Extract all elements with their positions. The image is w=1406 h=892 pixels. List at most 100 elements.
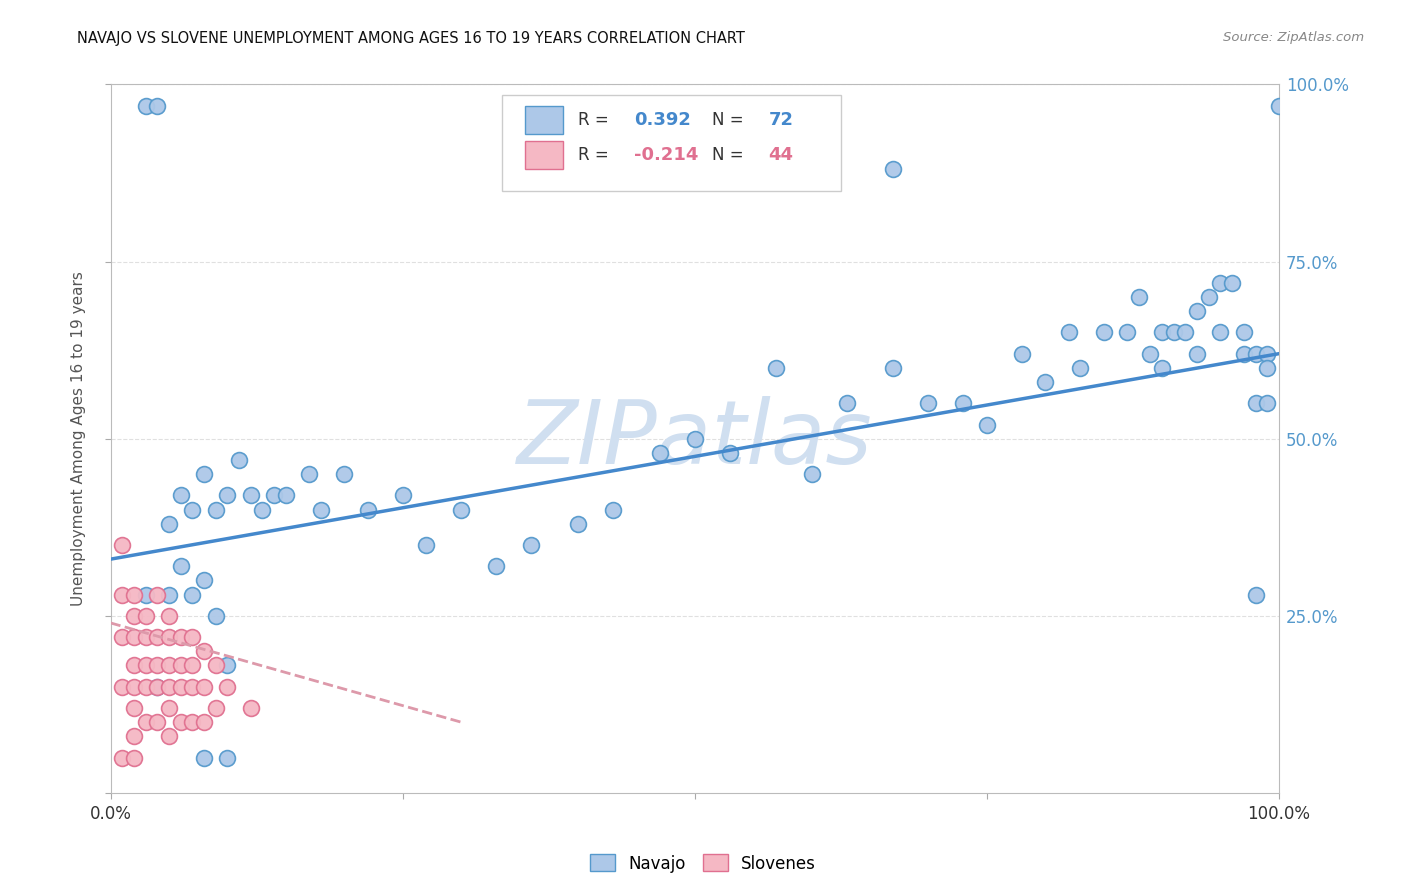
Point [1116, 326, 1139, 340]
Point [882, 162, 904, 177]
Point [1185, 347, 1208, 361]
Point [1185, 304, 1208, 318]
Point [169, 680, 191, 694]
Point [181, 630, 204, 644]
Point [204, 608, 226, 623]
Point [146, 630, 169, 644]
Point [567, 516, 589, 531]
Point [193, 574, 215, 588]
Point [181, 502, 204, 516]
Point [602, 502, 624, 516]
Point [181, 715, 204, 730]
Point [122, 630, 145, 644]
Text: N =: N = [713, 111, 749, 128]
Y-axis label: Unemployment Among Ages 16 to 19 years: Unemployment Among Ages 16 to 19 years [72, 271, 86, 607]
Point [135, 588, 157, 602]
Point [1220, 276, 1243, 290]
Point [204, 701, 226, 715]
Point [239, 701, 262, 715]
Point [111, 680, 134, 694]
Point [1033, 375, 1056, 389]
Point [157, 701, 180, 715]
Point [217, 658, 239, 673]
Point [111, 750, 134, 764]
Text: 44: 44 [768, 146, 793, 164]
Point [718, 446, 741, 460]
Point [204, 502, 226, 516]
Point [157, 608, 180, 623]
Point [217, 488, 239, 502]
Point [181, 588, 204, 602]
Point [135, 630, 157, 644]
Point [800, 467, 823, 482]
Point [356, 502, 378, 516]
Point [485, 559, 508, 574]
Text: R =: R = [578, 146, 614, 164]
Point [157, 680, 180, 694]
Point [1233, 326, 1256, 340]
Point [1244, 347, 1267, 361]
Point [450, 502, 472, 516]
Point [181, 658, 204, 673]
Point [193, 467, 215, 482]
Point [157, 658, 180, 673]
Point [1209, 326, 1232, 340]
Point [1244, 396, 1267, 410]
Legend: Navajo, Slovenes: Navajo, Slovenes [583, 847, 823, 880]
Text: ZIPatlas: ZIPatlas [517, 396, 873, 482]
Point [111, 588, 134, 602]
Point [122, 588, 145, 602]
Text: N =: N = [713, 146, 749, 164]
Point [263, 488, 285, 502]
Point [274, 488, 297, 502]
Point [917, 396, 939, 410]
Point [146, 680, 169, 694]
Text: NAVAJO VS SLOVENE UNEMPLOYMENT AMONG AGES 16 TO 19 YEARS CORRELATION CHART: NAVAJO VS SLOVENE UNEMPLOYMENT AMONG AGE… [77, 31, 745, 46]
Point [1011, 347, 1033, 361]
Point [157, 516, 180, 531]
Point [333, 467, 356, 482]
Point [146, 715, 169, 730]
Point [135, 715, 157, 730]
Point [135, 608, 157, 623]
Point [835, 396, 858, 410]
Point [146, 588, 169, 602]
Point [1139, 347, 1161, 361]
Point [146, 680, 169, 694]
FancyBboxPatch shape [502, 95, 841, 191]
Point [169, 559, 191, 574]
Point [1256, 360, 1278, 375]
Point [1244, 588, 1267, 602]
Point [111, 630, 134, 644]
Point [135, 98, 157, 112]
FancyBboxPatch shape [526, 141, 562, 169]
Point [298, 467, 321, 482]
Point [765, 360, 787, 375]
Point [683, 432, 706, 446]
Point [239, 488, 262, 502]
Point [1256, 347, 1278, 361]
Point [169, 630, 191, 644]
Text: -0.214: -0.214 [634, 146, 699, 164]
Point [520, 538, 543, 552]
Point [146, 98, 169, 112]
Point [111, 538, 134, 552]
Point [193, 680, 215, 694]
Point [135, 658, 157, 673]
Point [1163, 326, 1185, 340]
Point [1057, 326, 1080, 340]
Point [391, 488, 413, 502]
Point [952, 396, 974, 410]
Point [135, 680, 157, 694]
Point [122, 608, 145, 623]
Point [122, 701, 145, 715]
Point [169, 488, 191, 502]
Point [1198, 290, 1220, 304]
Text: Source: ZipAtlas.com: Source: ZipAtlas.com [1223, 31, 1364, 45]
Point [1209, 276, 1232, 290]
Point [648, 446, 671, 460]
Point [1069, 360, 1091, 375]
Point [193, 715, 215, 730]
Point [1150, 326, 1173, 340]
Text: 72: 72 [768, 111, 793, 128]
